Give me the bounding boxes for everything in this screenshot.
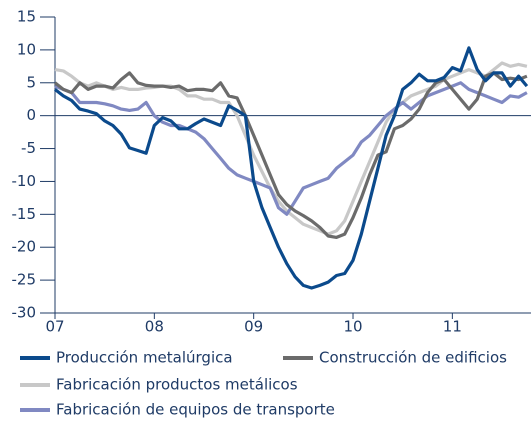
y-tick-label: 0 bbox=[26, 106, 36, 124]
y-tick-label: 10 bbox=[17, 40, 36, 58]
y-tick-label: -5 bbox=[21, 139, 36, 157]
legend-label: Fabricación productos metálicos bbox=[56, 376, 298, 394]
series-line bbox=[54, 71, 528, 239]
y-tick-label: -15 bbox=[12, 205, 37, 223]
y-tick-label: -30 bbox=[12, 304, 37, 322]
y-tick-label: -25 bbox=[12, 271, 37, 289]
x-tick-label: 09 bbox=[244, 318, 263, 336]
y-tick-label: -20 bbox=[12, 238, 37, 256]
legend-label: Fabricación de equipos de transporte bbox=[56, 401, 335, 419]
legend-label: Construcción de edificios bbox=[319, 349, 507, 367]
x-tick-label: 11 bbox=[443, 318, 462, 336]
y-tick-label: 5 bbox=[26, 73, 36, 91]
x-tick-label: 10 bbox=[343, 318, 362, 336]
series-line bbox=[54, 46, 529, 290]
y-tick-label: -10 bbox=[12, 172, 37, 190]
y-tick-label: 15 bbox=[17, 8, 36, 26]
x-tick-label: 08 bbox=[145, 318, 164, 336]
legend-label: Producción metalúrgica bbox=[56, 349, 233, 367]
x-tick-label: 07 bbox=[45, 318, 64, 336]
series-line bbox=[54, 81, 528, 216]
series-line bbox=[54, 61, 528, 236]
